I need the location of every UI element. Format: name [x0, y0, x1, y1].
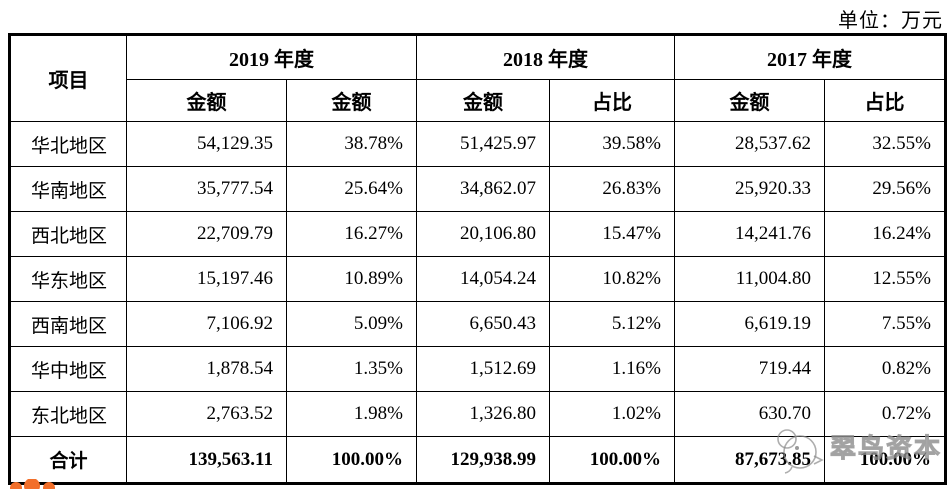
value-cell: 7,106.92 — [126, 301, 287, 347]
table-total-row: 合计 139,563.11 100.00% 129,938.99 100.00%… — [9, 436, 946, 484]
value-cell: 12.55% — [824, 256, 946, 302]
corner-logo-icon — [10, 479, 55, 489]
subheader-2017-share: 占比 — [824, 79, 946, 122]
value-cell: 719.44 — [674, 346, 825, 392]
value-cell: 38.78% — [286, 121, 417, 167]
table-row: 华南地区 35,777.54 25.64% 34,862.07 26.83% 2… — [9, 166, 946, 212]
value-cell: 1,878.54 — [126, 346, 287, 392]
subheader-2018-share: 占比 — [549, 79, 675, 122]
value-cell: 35,777.54 — [126, 166, 287, 212]
value-cell: 34,862.07 — [416, 166, 550, 212]
table-row: 华北地区 54,129.35 38.78% 51,425.97 39.58% 2… — [9, 121, 946, 167]
value-cell: 1.02% — [549, 391, 675, 437]
value-cell: 22,709.79 — [126, 211, 287, 257]
value-cell: 5.12% — [549, 301, 675, 347]
column-header-project: 项目 — [9, 34, 127, 122]
value-cell: 15.47% — [549, 211, 675, 257]
value-cell: 51,425.97 — [416, 121, 550, 167]
value-cell: 0.82% — [824, 346, 946, 392]
region-name: 华北地区 — [9, 121, 127, 167]
subheader-2019-amount: 金额 — [126, 79, 287, 122]
table-row: 西北地区 22,709.79 16.27% 20,106.80 15.47% 1… — [9, 211, 946, 257]
table-row: 东北地区 2,763.52 1.98% 1,326.80 1.02% 630.7… — [9, 391, 946, 437]
subheader-2019-amount-2: 金额 — [286, 79, 417, 122]
value-cell: 20,106.80 — [416, 211, 550, 257]
table-row: 华中地区 1,878.54 1.35% 1,512.69 1.16% 719.4… — [9, 346, 946, 392]
value-cell: 11,004.80 — [674, 256, 825, 302]
value-cell: 14,054.24 — [416, 256, 550, 302]
value-cell: 1.16% — [549, 346, 675, 392]
region-name: 西北地区 — [9, 211, 127, 257]
value-cell: 16.27% — [286, 211, 417, 257]
value-cell: 1,326.80 — [416, 391, 550, 437]
region-name: 东北地区 — [9, 391, 127, 437]
table-row: 华东地区 15,197.46 10.89% 14,054.24 10.82% 1… — [9, 256, 946, 302]
subheader-2018-amount: 金额 — [416, 79, 550, 122]
column-header-2019: 2019 年度 — [126, 34, 417, 80]
total-value-cell: 100.00% — [549, 436, 675, 484]
value-cell: 39.58% — [549, 121, 675, 167]
regional-revenue-table: 项目 2019 年度 2018 年度 2017 年度 金额 金额 金额 占比 金… — [8, 33, 947, 485]
value-cell: 6,619.19 — [674, 301, 825, 347]
value-cell: 0.72% — [824, 391, 946, 437]
value-cell: 25.64% — [286, 166, 417, 212]
value-cell: 1.98% — [286, 391, 417, 437]
value-cell: 5.09% — [286, 301, 417, 347]
region-name: 西南地区 — [9, 301, 127, 347]
table-header-year-row: 项目 2019 年度 2018 年度 2017 年度 — [9, 34, 946, 122]
value-cell: 6,650.43 — [416, 301, 550, 347]
value-cell: 26.83% — [549, 166, 675, 212]
total-value-cell: 100.00% — [286, 436, 417, 484]
value-cell: 7.55% — [824, 301, 946, 347]
value-cell: 28,537.62 — [674, 121, 825, 167]
table-header-sub-row: 金额 金额 金额 占比 金额 占比 — [10, 79, 946, 122]
total-value-cell: 129,938.99 — [416, 436, 550, 484]
total-value-cell: 100.00% — [824, 436, 946, 484]
value-cell: 54,129.35 — [126, 121, 287, 167]
region-name: 华中地区 — [9, 346, 127, 392]
value-cell: 14,241.76 — [674, 211, 825, 257]
value-cell: 25,920.33 — [674, 166, 825, 212]
region-name: 华南地区 — [9, 166, 127, 212]
region-name: 华东地区 — [9, 256, 127, 302]
value-cell: 10.82% — [549, 256, 675, 302]
table-row: 西南地区 7,106.92 5.09% 6,650.43 5.12% 6,619… — [9, 301, 946, 347]
subheader-2017-amount: 金额 — [674, 79, 825, 122]
value-cell: 29.56% — [824, 166, 946, 212]
total-label: 合计 — [9, 436, 127, 484]
value-cell: 630.70 — [674, 391, 825, 437]
total-value-cell: 139,563.11 — [126, 436, 287, 484]
value-cell: 32.55% — [824, 121, 946, 167]
value-cell: 1,512.69 — [416, 346, 550, 392]
value-cell: 10.89% — [286, 256, 417, 302]
value-cell: 1.35% — [286, 346, 417, 392]
unit-label: 单位：万元 — [838, 10, 943, 32]
total-value-cell: 87,673.85 — [674, 436, 825, 484]
value-cell: 16.24% — [824, 211, 946, 257]
value-cell: 15,197.46 — [126, 256, 287, 302]
column-header-2018: 2018 年度 — [416, 34, 675, 80]
value-cell: 2,763.52 — [126, 391, 287, 437]
column-header-2017: 2017 年度 — [674, 34, 946, 80]
